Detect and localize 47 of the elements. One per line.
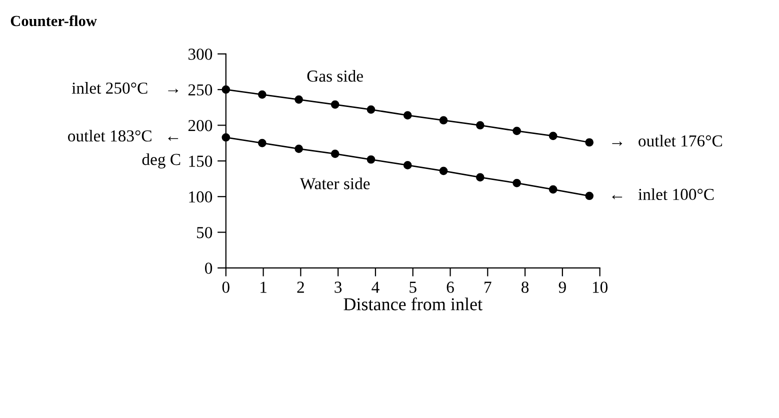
point xyxy=(330,100,340,109)
y-tick-label: 0 xyxy=(205,262,212,274)
point xyxy=(258,138,266,148)
point xyxy=(366,105,376,114)
point xyxy=(366,155,376,164)
x-tick-label: 4 xyxy=(372,282,380,293)
point xyxy=(512,178,521,188)
point xyxy=(476,173,484,182)
x-tick-label: 9 xyxy=(558,282,566,293)
x-tick-label: 2 xyxy=(297,282,304,293)
x-tick-label: 7 xyxy=(484,282,492,293)
y-tick-label: 150 xyxy=(189,156,212,167)
point xyxy=(548,132,558,140)
point xyxy=(439,116,448,124)
x-tick-label: 6 xyxy=(446,282,454,293)
point xyxy=(294,144,303,153)
text: Counter-flow xyxy=(10,15,97,26)
y-tick-label: 300 xyxy=(188,48,212,60)
x-tick-label: 0 xyxy=(222,282,230,293)
series-label: Water side xyxy=(300,178,370,190)
point xyxy=(585,192,594,200)
text: ← inlet 100°C xyxy=(612,188,714,200)
y-tick-label: 100 xyxy=(189,191,212,203)
x-tick-label: 1 xyxy=(260,282,266,293)
point xyxy=(294,95,303,104)
x-tick-label: 5 xyxy=(410,282,416,293)
point xyxy=(585,138,594,147)
point xyxy=(548,185,558,194)
point xyxy=(403,111,412,120)
x-axis-title: Distance from inlet xyxy=(344,297,482,310)
series-label: Gas side xyxy=(307,70,363,82)
point xyxy=(439,166,448,176)
point xyxy=(476,121,484,130)
y-tick-label: 250 xyxy=(188,84,212,96)
point xyxy=(258,90,266,99)
point xyxy=(512,126,521,136)
x-tick-label: 10 xyxy=(592,282,608,293)
text: → outlet 176°C xyxy=(612,134,722,147)
y-tick-label: 200 xyxy=(188,120,212,132)
point xyxy=(403,161,412,170)
x-tick-label: 8 xyxy=(522,282,529,293)
x-tick-label: 3 xyxy=(334,282,342,293)
text: inlet 250°C → xyxy=(72,82,178,94)
y-tick-label: 50 xyxy=(197,226,212,238)
y-axis-title: deg C xyxy=(142,153,180,169)
text: outlet 183°C ← xyxy=(68,130,178,142)
point xyxy=(330,150,340,158)
